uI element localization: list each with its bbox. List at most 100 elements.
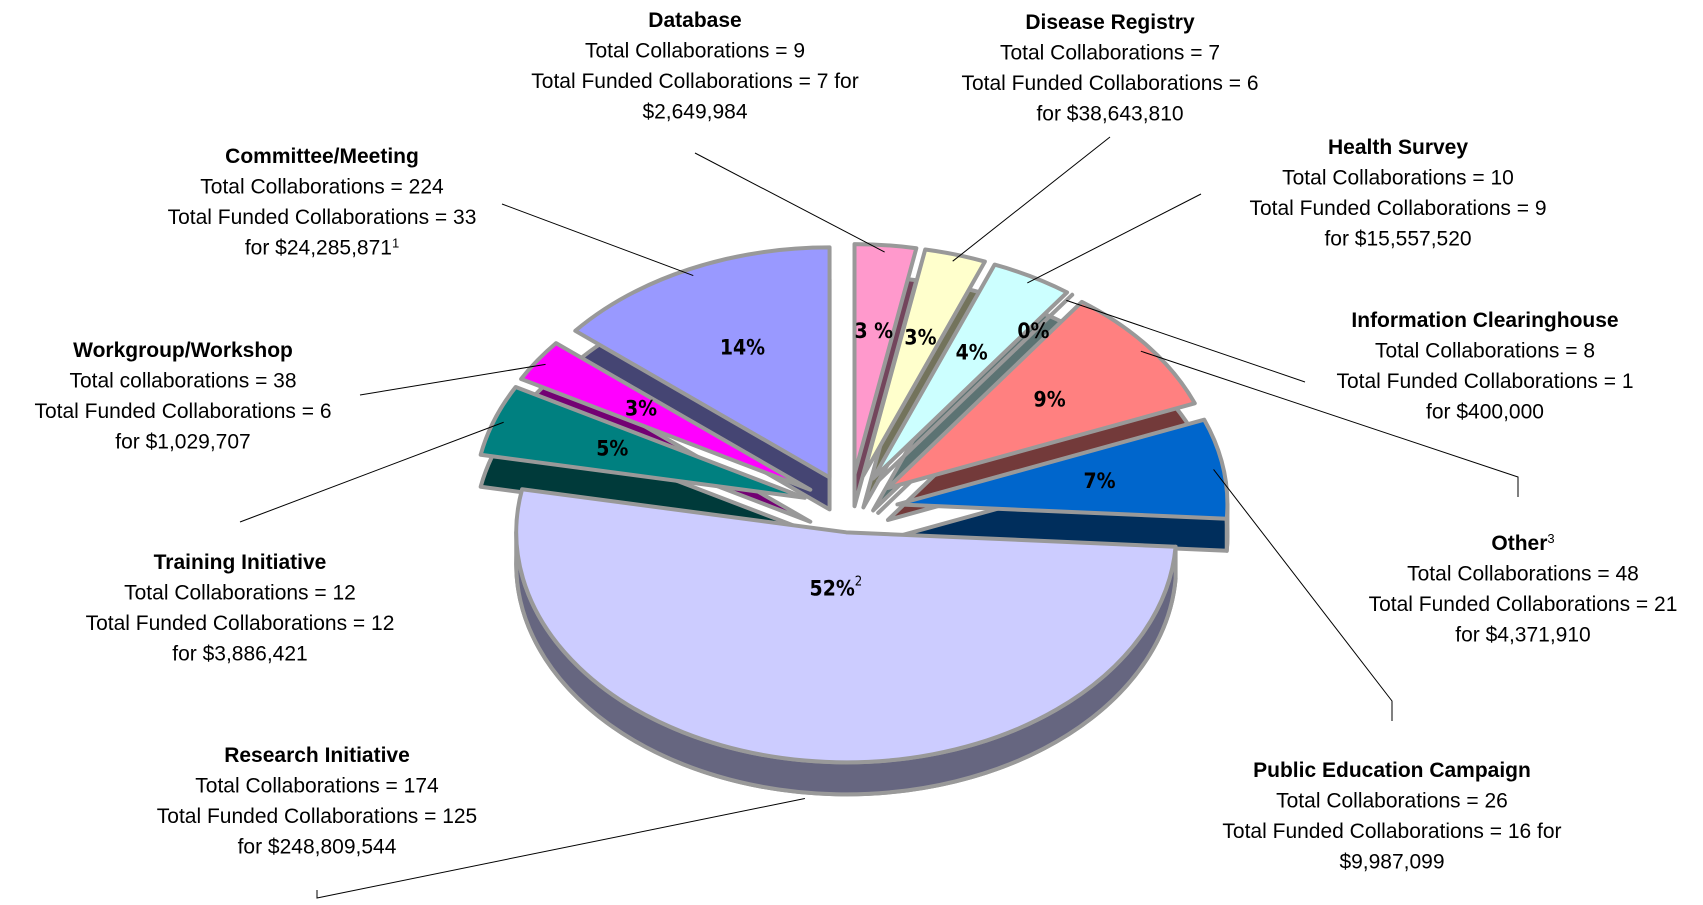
annotation-line-text: for $400,000 — [1426, 401, 1544, 424]
annotation-title-text: Disease Registry — [1025, 11, 1195, 34]
annotation-line: Total Funded Collaborations = 21 — [1369, 593, 1678, 616]
annotation-line: Total Collaborations = 7 — [1000, 42, 1220, 65]
annotation-line: for $15,557,520 — [1324, 228, 1471, 251]
annotation-line-text: for $248,809,544 — [238, 836, 397, 859]
annotation-line-text: for $15,557,520 — [1324, 228, 1471, 251]
annotation-title: Information Clearinghouse — [1351, 309, 1618, 332]
value-label: 52%2 — [810, 574, 863, 600]
annotation-line-text: Total Funded Collaborations = 6 — [961, 72, 1258, 95]
slice — [573, 245, 832, 480]
annotation-line-text: $9,987,099 — [1339, 851, 1444, 874]
annotation-line: for $38,643,810 — [1036, 103, 1183, 126]
annotation-line-text: Total Funded Collaborations = 33 — [168, 206, 477, 229]
annotation-line: Total Collaborations = 8 — [1375, 340, 1595, 363]
annotation-line-text: Total Funded Collaborations = 16 for — [1222, 820, 1561, 843]
slice — [876, 292, 1075, 483]
value-label-text: 52% — [810, 576, 855, 600]
value-label-text: 4% — [956, 340, 988, 364]
leader-line — [1066, 299, 1306, 383]
value-label: 3% — [625, 397, 657, 421]
annotation-line: Total Funded Collaborations = 6 — [34, 400, 331, 423]
annotation-title: Committee/Meeting — [225, 145, 419, 168]
footnote-mark: 1 — [392, 235, 399, 250]
leader-line — [501, 203, 694, 277]
slice — [871, 262, 1070, 481]
leader-line — [694, 152, 885, 253]
annotation-title: Health Survey — [1328, 136, 1468, 159]
annotation-line-text: Total Funded Collaborations = 9 — [1249, 197, 1546, 220]
leader-line — [316, 798, 805, 899]
leader-line — [952, 136, 1111, 262]
value-label: 14% — [720, 335, 765, 359]
slice — [885, 299, 1197, 490]
annotation-line-text: Total Collaborations = 8 — [1375, 340, 1595, 363]
annotation-line: for $24,285,8711 — [245, 235, 399, 260]
annotation-line: Total Funded Collaborations = 7 for — [531, 70, 858, 93]
annotation-line-text: Total Collaborations = 10 — [1282, 167, 1514, 190]
value-label-text: 3 % — [854, 319, 893, 343]
value-label-text: 7% — [1083, 469, 1115, 493]
value-label: 0% — [1017, 319, 1049, 343]
leader-line — [1140, 350, 1519, 497]
annotation-line-text: Total Collaborations = 48 — [1407, 563, 1639, 586]
annotation-line: Total collaborations = 38 — [69, 370, 296, 393]
annotation-title: Workgroup/Workshop — [73, 339, 293, 362]
annotation-line-text: Total Funded Collaborations = 6 — [34, 400, 331, 423]
annotation-line: Total Collaborations = 48 — [1407, 563, 1639, 586]
annotation-line: Total Funded Collaborations = 16 for — [1222, 820, 1561, 843]
annotation-title-text: Database — [648, 9, 741, 32]
annotation-line-text: for $4,371,910 — [1455, 624, 1590, 647]
annotation-line-text: Total Collaborations = 26 — [1276, 790, 1508, 813]
annotation-title: Other3 — [1491, 531, 1554, 556]
annotation-line: Total Collaborations = 224 — [200, 176, 444, 199]
value-label: 4% — [956, 340, 988, 364]
annotation-line-text: Total Collaborations = 9 — [585, 40, 805, 63]
footnote-mark: 2 — [855, 574, 862, 589]
pie — [478, 242, 1230, 797]
slice — [478, 385, 807, 500]
annotation-line-text: for $38,643,810 — [1036, 103, 1183, 126]
slice — [852, 242, 919, 477]
annotation-line: Total Funded Collaborations = 33 — [168, 206, 477, 229]
annotation-line-text: for $24,285,871 — [245, 237, 392, 260]
value-label: 5% — [596, 437, 628, 461]
annotation-line-text: Total Collaborations = 7 — [1000, 42, 1220, 65]
annotation-line: for $3,886,421 — [172, 643, 307, 666]
annotation-title: Public Education Campaign — [1253, 759, 1531, 782]
value-label: 7% — [1083, 469, 1115, 493]
annotation-line: Total Funded Collaborations = 12 — [86, 612, 395, 635]
annotation-line: Total Funded Collaborations = 9 — [1249, 197, 1546, 220]
slice — [861, 247, 987, 478]
slice — [514, 487, 1178, 765]
annotation-line: Total Collaborations = 9 — [585, 40, 805, 63]
footnote-mark: 3 — [1547, 531, 1554, 546]
annotation-title-text: Committee/Meeting — [225, 145, 419, 168]
annotation-line-text: Total Funded Collaborations = 1 — [1336, 370, 1633, 393]
annotation-title: Database — [648, 9, 741, 32]
value-label: 9% — [1034, 388, 1066, 412]
annotation-title: Training Initiative — [154, 551, 327, 574]
annotation-title: Disease Registry — [1025, 11, 1195, 34]
annotation-line-text: Total collaborations = 38 — [69, 370, 296, 393]
annotation-line-text: Total Collaborations = 224 — [200, 176, 444, 199]
annotation-title-text: Training Initiative — [154, 551, 327, 574]
value-label-text: 9% — [1034, 388, 1066, 412]
annotation-title-text: Workgroup/Workshop — [73, 339, 293, 362]
annotation-line-text: Total Collaborations = 12 — [124, 582, 356, 605]
annotation-line: for $4,371,910 — [1455, 624, 1590, 647]
leader-line — [1027, 193, 1202, 284]
annotation-line-text: Total Funded Collaborations = 125 — [157, 805, 477, 828]
value-label-text: 0% — [1017, 319, 1049, 343]
annotation-line-text: for $3,886,421 — [172, 643, 307, 666]
value-label: 3 % — [854, 319, 893, 343]
leader-line — [359, 363, 546, 396]
annotation-title-text: Information Clearinghouse — [1351, 309, 1618, 332]
annotation-line: Total Collaborations = 174 — [195, 775, 439, 798]
annotation-line-text: Total Funded Collaborations = 21 — [1369, 593, 1678, 616]
annotation-line: Total Collaborations = 12 — [124, 582, 356, 605]
slice — [519, 341, 813, 492]
annotation-line: Total Funded Collaborations = 1 — [1336, 370, 1633, 393]
annotation-line-text: for $1,029,707 — [115, 431, 250, 454]
leaders — [239, 136, 1519, 899]
